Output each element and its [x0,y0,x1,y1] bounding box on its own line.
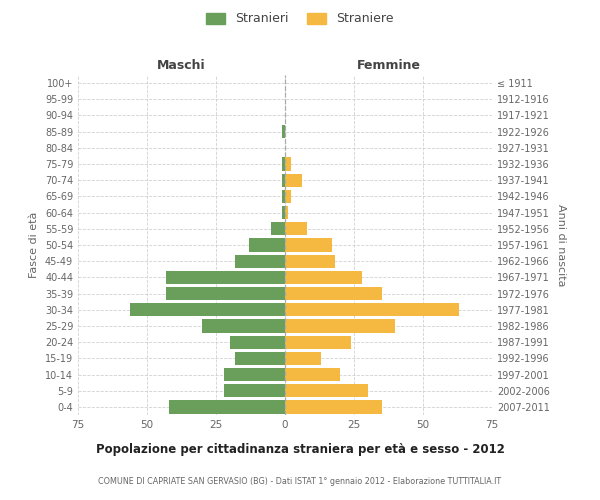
Bar [282,174,285,187]
Bar [285,336,351,349]
Text: Maschi: Maschi [157,59,206,72]
Bar [202,320,285,332]
Bar [235,352,285,365]
Bar [224,384,285,398]
Bar [224,368,285,381]
Text: Popolazione per cittadinanza straniera per età e sesso - 2012: Popolazione per cittadinanza straniera p… [95,442,505,456]
Bar [285,384,368,398]
Bar [282,206,285,220]
Text: COMUNE DI CAPRIATE SAN GERVASIO (BG) - Dati ISTAT 1° gennaio 2012 - Elaborazione: COMUNE DI CAPRIATE SAN GERVASIO (BG) - D… [98,478,502,486]
Bar [285,238,332,252]
Bar [285,190,290,203]
Bar [249,238,285,252]
Bar [285,400,382,413]
Bar [282,125,285,138]
Bar [285,270,362,284]
Bar [285,320,395,332]
Legend: Stranieri, Straniere: Stranieri, Straniere [203,8,397,29]
Bar [285,174,302,187]
Bar [235,254,285,268]
Bar [285,303,459,316]
Bar [130,303,285,316]
Bar [166,270,285,284]
Bar [169,400,285,413]
Bar [282,158,285,170]
Bar [285,352,321,365]
Bar [230,336,285,349]
Bar [282,190,285,203]
Bar [271,222,285,235]
Bar [285,206,288,220]
Bar [285,158,290,170]
Bar [285,287,382,300]
Y-axis label: Fasce di età: Fasce di età [29,212,39,278]
Bar [166,287,285,300]
Text: Femmine: Femmine [356,59,421,72]
Bar [285,254,335,268]
Bar [285,222,307,235]
Bar [285,368,340,381]
Y-axis label: Anni di nascita: Anni di nascita [556,204,566,286]
